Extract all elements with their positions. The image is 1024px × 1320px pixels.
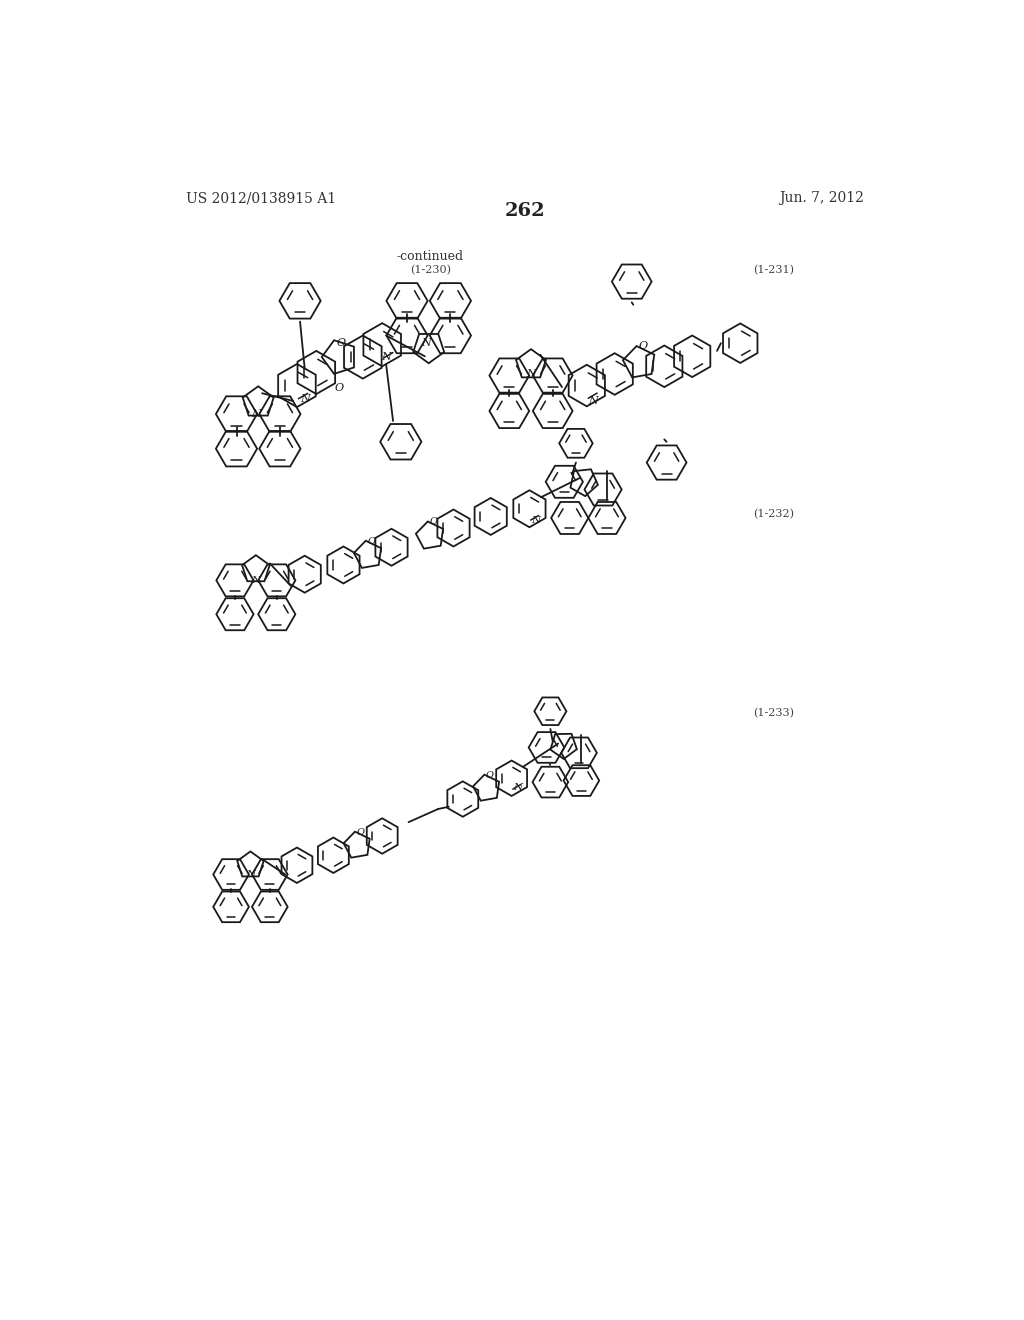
Text: N: N — [246, 870, 255, 879]
Text: 262: 262 — [505, 202, 545, 219]
Text: O: O — [337, 338, 346, 348]
Text: (1-232): (1-232) — [754, 510, 795, 519]
Text: US 2012/0138915 A1: US 2012/0138915 A1 — [186, 191, 336, 206]
Text: O: O — [430, 517, 438, 527]
Text: N: N — [251, 409, 261, 418]
Text: Jun. 7, 2012: Jun. 7, 2012 — [779, 191, 864, 206]
Text: -continued: -continued — [396, 251, 464, 264]
Text: N: N — [513, 783, 522, 792]
Text: O: O — [639, 341, 648, 351]
Text: N: N — [251, 576, 260, 585]
Text: O: O — [356, 828, 365, 837]
Text: O: O — [368, 537, 376, 545]
Text: N: N — [588, 396, 598, 407]
Text: N: N — [526, 370, 536, 379]
Text: (1-231): (1-231) — [754, 265, 795, 275]
Text: N: N — [381, 352, 391, 362]
Text: N: N — [300, 393, 309, 404]
Text: N: N — [422, 338, 431, 348]
Text: (1-230): (1-230) — [410, 265, 451, 275]
Text: N: N — [531, 516, 541, 525]
Text: (1-233): (1-233) — [754, 708, 795, 718]
Text: O: O — [486, 771, 494, 780]
Text: O: O — [334, 383, 343, 393]
